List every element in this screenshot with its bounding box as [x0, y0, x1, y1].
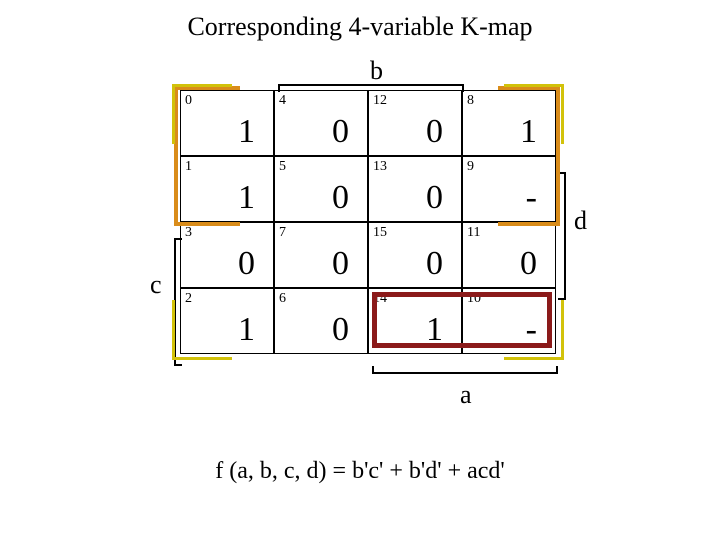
group-g-bd-tr [504, 84, 564, 144]
var-d-label: d [574, 206, 587, 236]
formula: f (a, b, c, d) = b'c' + b'd' + acd' [0, 458, 720, 485]
kmap-cell: 11 0 [462, 222, 556, 288]
group-g-acd [372, 292, 552, 348]
var-c-label: c [150, 270, 162, 300]
cell-index: 8 [467, 93, 474, 109]
bracket-d [564, 172, 566, 300]
cell-value: 1 [238, 311, 255, 349]
cell-value: 0 [332, 311, 349, 349]
var-a-label: a [460, 380, 472, 410]
bracket-a-tick-r [556, 366, 558, 374]
cell-value: 0 [332, 245, 349, 283]
kmap-cell: 40 [274, 90, 368, 156]
kmap-cell: 30 [180, 222, 274, 288]
bracket-a-tick-l [372, 366, 374, 374]
cell-value: 0 [426, 245, 443, 283]
group-g-bd-tl [172, 84, 232, 144]
bracket-b [278, 84, 464, 86]
kmap-grid: 01401208111501309-3070150110216014110- [180, 90, 556, 354]
cell-value: 0 [332, 179, 349, 217]
cell-value: 0 [426, 179, 443, 217]
kmap-cell: 15 0 [368, 222, 462, 288]
cell-index: 6 [279, 291, 286, 307]
cell-index: 4 [279, 93, 286, 109]
cell-index: 5 [279, 159, 286, 175]
var-b-label: b [370, 56, 383, 86]
cell-value: 0 [426, 113, 443, 151]
kmap-cell: 70 [274, 222, 368, 288]
cell-value: 1 [238, 113, 255, 151]
cell-value: 1 [238, 179, 255, 217]
cell-index: 13 [373, 159, 387, 175]
cell-index: 9 [467, 159, 474, 175]
cell-value: 0 [332, 113, 349, 151]
group-g-bd-bl [172, 300, 232, 360]
cell-index: 7 [279, 225, 286, 241]
kmap-cell: 13 0 [368, 156, 462, 222]
page-title: Corresponding 4-variable K-map [0, 12, 720, 42]
cell-value: 0 [520, 245, 537, 283]
cell-index: 12 [373, 93, 387, 109]
kmap-container: b a c d 01401208111501309-30701501102160… [180, 90, 580, 354]
bracket-a [372, 372, 558, 374]
cell-index: 15 [373, 225, 387, 241]
kmap-cell: 12 0 [368, 90, 462, 156]
bracket-c-tick-b [174, 364, 182, 366]
cell-value: 0 [238, 245, 255, 283]
kmap-cell: 60 [274, 288, 368, 354]
cell-index: 11 [467, 225, 480, 241]
kmap-cell: 50 [274, 156, 368, 222]
cell-index: 3 [185, 225, 192, 241]
